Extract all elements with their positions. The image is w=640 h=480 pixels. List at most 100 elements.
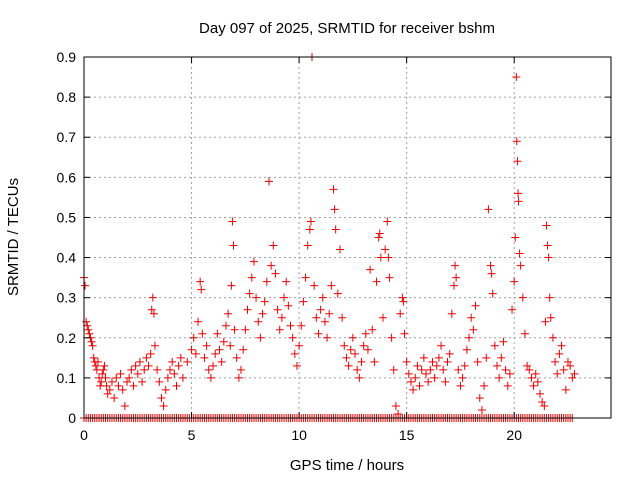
x-tick-label: 10 — [291, 427, 307, 443]
y-tick-label: 0.6 — [57, 169, 77, 185]
data-point — [426, 365, 435, 374]
data-point — [219, 337, 228, 346]
data-point — [297, 321, 306, 330]
data-point — [428, 357, 437, 366]
data-point — [452, 273, 461, 282]
data-point — [413, 361, 422, 370]
data-point — [471, 301, 480, 310]
data-point — [372, 277, 381, 286]
data-point — [570, 369, 579, 378]
data-point — [89, 353, 98, 362]
data-point — [399, 297, 408, 306]
data-point — [125, 373, 134, 382]
data-point — [484, 205, 493, 214]
data-point — [490, 341, 499, 350]
data-point — [209, 361, 218, 370]
data-point — [198, 329, 207, 338]
data-point — [430, 373, 439, 382]
data-point — [127, 365, 136, 374]
data-point — [200, 353, 209, 362]
data-point — [183, 357, 192, 366]
data-point — [546, 313, 555, 322]
data-point — [230, 325, 239, 334]
data-points — [80, 53, 579, 422]
data-point — [400, 329, 409, 338]
data-point — [271, 269, 280, 278]
data-point — [299, 297, 308, 306]
data-point — [197, 285, 206, 294]
data-point — [144, 361, 153, 370]
data-point — [191, 349, 200, 358]
data-point — [118, 385, 127, 394]
data-point — [277, 313, 286, 322]
data-point — [540, 401, 549, 410]
data-point — [411, 373, 420, 382]
data-point — [512, 73, 521, 82]
data-point — [234, 373, 243, 382]
data-point — [523, 361, 532, 370]
data-point — [320, 317, 329, 326]
data-point — [103, 389, 112, 398]
data-point — [508, 305, 517, 314]
data-point — [256, 333, 265, 342]
data-point — [559, 365, 568, 374]
data-point — [568, 373, 577, 382]
data-point — [189, 333, 198, 342]
data-point — [295, 341, 304, 350]
data-point — [458, 373, 467, 382]
x-tick-label: 20 — [506, 427, 522, 443]
data-point — [447, 309, 456, 318]
data-point — [282, 277, 291, 286]
data-point — [545, 293, 554, 302]
data-point — [555, 349, 564, 358]
data-point — [497, 353, 506, 362]
data-point — [566, 361, 575, 370]
data-point — [398, 293, 407, 302]
data-point — [384, 253, 393, 262]
data-point — [456, 381, 465, 390]
data-point — [338, 313, 347, 322]
data-point — [348, 333, 357, 342]
data-point — [187, 345, 196, 354]
data-point — [155, 377, 164, 386]
data-point — [441, 377, 450, 386]
data-point — [329, 185, 338, 194]
y-tick-label: 0.5 — [57, 209, 77, 225]
data-point — [245, 289, 254, 298]
data-point — [314, 329, 323, 338]
y-tick-label: 0.4 — [57, 250, 77, 266]
data-point — [327, 281, 336, 290]
data-point — [84, 325, 93, 334]
data-point — [385, 273, 394, 282]
data-point — [140, 365, 149, 374]
data-point — [286, 321, 295, 330]
data-point — [280, 293, 289, 302]
data-point — [449, 281, 458, 290]
data-point — [105, 385, 114, 394]
data-point — [305, 225, 314, 234]
data-point — [424, 377, 433, 386]
data-point — [306, 217, 315, 226]
data-point — [87, 337, 96, 346]
data-point — [536, 389, 545, 398]
y-tick-label: 0.9 — [57, 49, 77, 65]
data-point — [284, 301, 293, 310]
data-point — [133, 369, 142, 378]
data-point — [204, 365, 213, 374]
data-point — [443, 357, 452, 366]
data-point — [194, 317, 203, 326]
data-point — [91, 361, 100, 370]
data-point — [228, 217, 237, 226]
data-point — [439, 365, 448, 374]
data-point — [262, 277, 271, 286]
data-point — [172, 381, 181, 390]
y-tick-label: 0.7 — [57, 129, 77, 145]
data-point — [107, 377, 116, 386]
data-point — [510, 277, 519, 286]
y-tick-label: 0.1 — [57, 370, 77, 386]
data-point — [376, 253, 385, 262]
y-tick-label: 0.8 — [57, 89, 77, 105]
data-point — [551, 357, 560, 366]
data-point — [83, 321, 92, 330]
